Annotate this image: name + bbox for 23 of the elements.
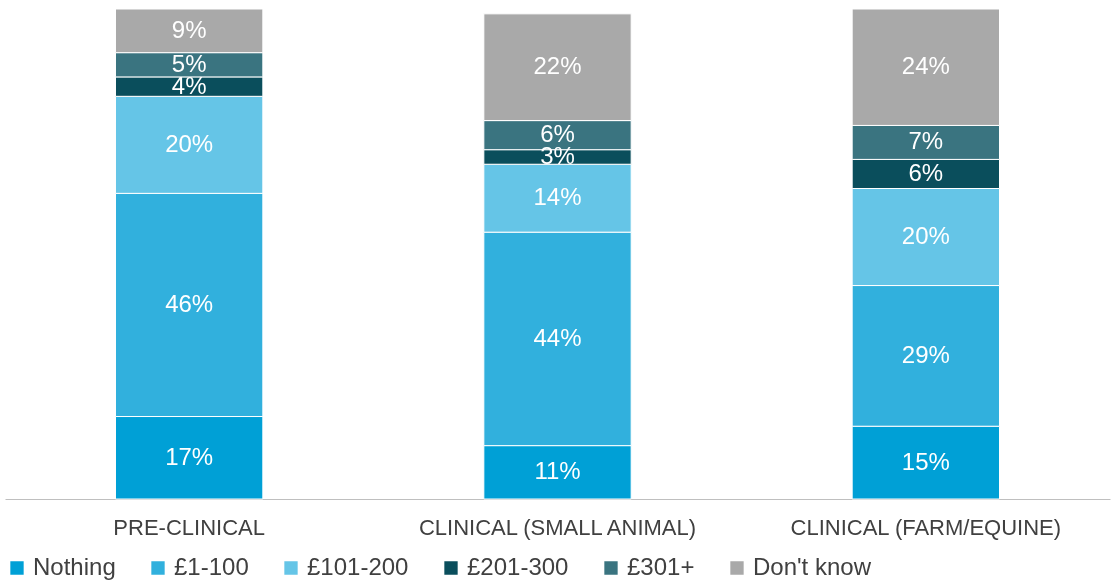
x-tick-label: CLINICAL (FARM/EQUINE) [790, 514, 1062, 540]
data-label: 44% [533, 323, 582, 351]
data-label: 46% [165, 289, 214, 317]
legend-label: £201-300 [467, 553, 569, 580]
data-label: 29% [901, 340, 950, 368]
data-label: 20% [165, 129, 214, 157]
data-label: 11% [534, 457, 581, 485]
legend-label: £301+ [627, 553, 695, 580]
legend-label: Nothing [33, 553, 116, 580]
legend-label: £101-200 [307, 553, 409, 580]
legend-label: £1-100 [174, 553, 249, 580]
data-label: 17% [165, 442, 214, 470]
x-tick-label: CLINICAL (SMALL ANIMAL) [418, 514, 697, 540]
data-label: 15% [901, 447, 950, 475]
data-label: 20% [901, 222, 950, 250]
data-label: 9% [171, 15, 207, 43]
data-label: 7% [908, 127, 944, 155]
x-tick-label: PRE-CLINICAL [113, 514, 265, 540]
legend-label: Don't know [753, 553, 872, 580]
data-label: 24% [901, 52, 950, 80]
data-label: 6% [908, 158, 944, 186]
data-label: 14% [533, 183, 582, 211]
data-label: 22% [533, 52, 582, 80]
